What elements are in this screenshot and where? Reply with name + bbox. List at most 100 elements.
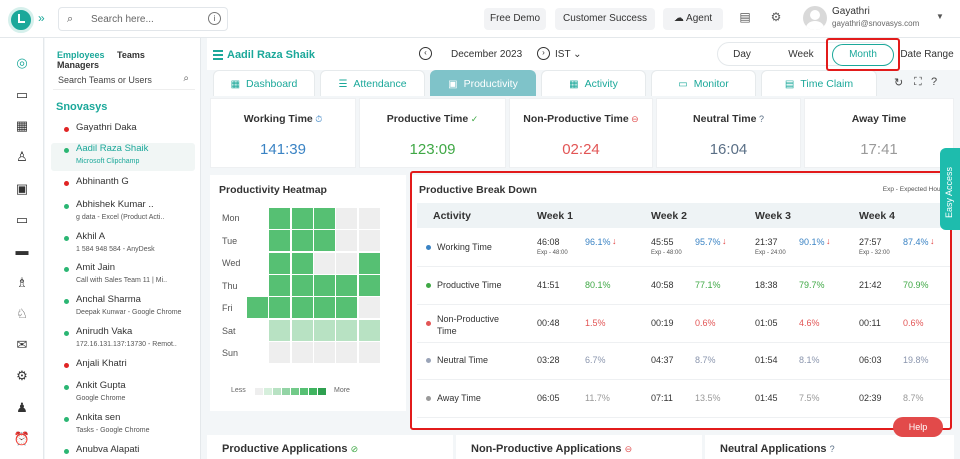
- heatmap-cell[interactable]: [358, 319, 380, 341]
- employee-list-item[interactable]: Aadil Raza Shaik Microsoft Clipchamp: [51, 143, 195, 171]
- calendar-icon[interactable]: ▭: [15, 87, 29, 102]
- employee-list-item[interactable]: Anubva Alapati: [51, 444, 195, 459]
- heatmap-cell[interactable]: [313, 252, 335, 274]
- employee-list-item[interactable]: Ankita sen Tasks - Google Chrome: [51, 412, 195, 440]
- heatmap-cell[interactable]: [269, 208, 291, 229]
- customer-success-button[interactable]: Customer Success: [555, 8, 655, 30]
- person-badge-icon[interactable]: ♟: [16, 400, 28, 415]
- heatmap-cell[interactable]: [336, 341, 358, 363]
- heatmap-cell[interactable]: [336, 230, 358, 252]
- heatmap-cell[interactable]: [291, 230, 313, 252]
- period-date-range[interactable]: Date Range: [900, 49, 954, 60]
- card-icon[interactable]: ▬: [15, 243, 29, 258]
- heatmap-cell[interactable]: [313, 297, 335, 319]
- settings-icon[interactable]: ⚙: [16, 368, 28, 383]
- employee-list-item[interactable]: Anirudh Vaka 172.16.131.137:13730 - Remot…: [51, 326, 195, 354]
- free-demo-button[interactable]: Free Demo: [484, 8, 546, 30]
- heatmap-cell[interactable]: [313, 230, 335, 252]
- settings-gear-icon[interactable]: ⚙: [770, 10, 782, 24]
- fullscreen-icon[interactable]: ⛶: [914, 76, 922, 88]
- timezone-select[interactable]: IST ⌄: [555, 49, 582, 60]
- heatmap-cell[interactable]: [358, 252, 380, 274]
- heatmap-cell[interactable]: [358, 208, 380, 229]
- expand-sidebar-icon[interactable]: »: [38, 11, 45, 25]
- heatmap-cell[interactable]: [291, 274, 313, 296]
- period-day[interactable]: Day: [733, 49, 751, 60]
- help-circle-icon[interactable]: ?: [931, 76, 938, 88]
- calendar-grid-icon[interactable]: ▦: [15, 118, 29, 133]
- heatmap-cell[interactable]: [336, 252, 358, 274]
- period-week[interactable]: Week: [788, 49, 814, 60]
- next-month-icon[interactable]: ›: [537, 47, 550, 60]
- refresh-icon[interactable]: ↻: [894, 77, 904, 89]
- heatmap-cell[interactable]: [336, 319, 358, 341]
- employee-list-item[interactable]: Akhil A 1 584 948 584 - AnyDesk: [51, 231, 195, 259]
- monitor-icon[interactable]: ▭: [15, 212, 29, 227]
- tab-employees[interactable]: Employees: [57, 50, 105, 60]
- previous-month-icon[interactable]: ‹: [419, 47, 432, 60]
- employee-list-item[interactable]: Abhishek Kumar .. g data - Excel (Product…: [51, 199, 195, 227]
- heatmap-cell[interactable]: [313, 341, 335, 363]
- heatmap-cell[interactable]: [247, 230, 268, 252]
- tab-monitor[interactable]: ▭ Monitor: [651, 70, 756, 96]
- help-button[interactable]: Help: [893, 417, 943, 437]
- employee-list-item[interactable]: Ankit Gupta Google Chrome: [51, 380, 195, 408]
- heatmap-cell[interactable]: [269, 319, 291, 341]
- user-icon[interactable]: ♙: [16, 149, 28, 164]
- heatmap-cell[interactable]: [358, 297, 380, 319]
- users-icon[interactable]: ♗: [16, 275, 28, 290]
- mail-icon[interactable]: ✉: [16, 337, 28, 352]
- heatmap-cell[interactable]: [247, 252, 268, 274]
- heatmap-cell[interactable]: [313, 208, 335, 229]
- tab-productivity[interactable]: ▣ Productivity: [430, 70, 536, 96]
- heatmap-cell[interactable]: [358, 341, 380, 363]
- alarm-clock-icon[interactable]: ⏰: [13, 431, 31, 446]
- employee-list-item[interactable]: Amit Jain Call with Sales Team 11 | Mi..: [51, 262, 195, 290]
- heatmap-cell[interactable]: [247, 319, 268, 341]
- heatmap-cell[interactable]: [269, 297, 291, 319]
- heatmap-cell[interactable]: [313, 319, 335, 341]
- home-target-icon[interactable]: ◎: [9, 50, 35, 76]
- agent-button[interactable]: ☁ Agent: [663, 8, 723, 30]
- employee-list-item[interactable]: Gayathri Daka: [51, 122, 195, 140]
- tab-attendance[interactable]: ☰ Attendance: [320, 70, 425, 96]
- period-month[interactable]: Month: [832, 44, 894, 66]
- employee-title[interactable]: Aadil Raza Shaik: [213, 48, 315, 62]
- tab-time-claim[interactable]: ▤ Time Claim: [761, 70, 877, 96]
- team-user-search-input[interactable]: Search Teams or Users ⌕: [53, 68, 195, 90]
- heatmap-cell[interactable]: [358, 274, 380, 296]
- heatmap-cell[interactable]: [313, 274, 335, 296]
- employee-list-item[interactable]: Abhinanth G: [51, 176, 195, 194]
- tab-teams[interactable]: Teams: [117, 50, 145, 60]
- user-menu-caret-icon[interactable]: ▼: [936, 12, 944, 21]
- heatmap-cell[interactable]: [291, 252, 313, 274]
- heatmap-cell[interactable]: [336, 208, 358, 229]
- organization-name[interactable]: Snovasys: [56, 101, 108, 113]
- heatmap-cell[interactable]: [247, 208, 268, 229]
- heatmap-cell[interactable]: [247, 297, 268, 319]
- heatmap-cell[interactable]: [336, 297, 358, 319]
- heatmap-cell[interactable]: [291, 208, 313, 229]
- heatmap-cell[interactable]: [358, 230, 380, 252]
- heatmap-cell[interactable]: [269, 274, 291, 296]
- heatmap-cell[interactable]: [247, 274, 268, 296]
- team-icon[interactable]: ♘: [16, 306, 28, 321]
- heatmap-cell[interactable]: [247, 341, 268, 363]
- employee-list-item[interactable]: Anjali Khatri: [51, 358, 195, 376]
- heatmap-cell[interactable]: [269, 341, 291, 363]
- tab-activity[interactable]: ▦ Activity: [541, 70, 646, 96]
- briefcase-icon[interactable]: ▣: [15, 181, 29, 196]
- global-search-input[interactable]: ⌕ Search here... i: [58, 7, 228, 31]
- heatmap-cell[interactable]: [269, 230, 291, 252]
- heatmap-cell[interactable]: [291, 341, 313, 363]
- easy-access-tab[interactable]: Easy Access: [940, 148, 960, 230]
- document-icon[interactable]: ▤: [739, 10, 751, 24]
- info-icon[interactable]: i: [208, 12, 221, 25]
- user-avatar[interactable]: [803, 6, 827, 30]
- heatmap-cell[interactable]: [269, 252, 291, 274]
- heatmap-cell[interactable]: [336, 274, 358, 296]
- heatmap-cell[interactable]: [291, 319, 313, 341]
- app-logo[interactable]: [8, 7, 34, 33]
- heatmap-cell[interactable]: [291, 297, 313, 319]
- tab-managers[interactable]: Managers: [57, 60, 100, 70]
